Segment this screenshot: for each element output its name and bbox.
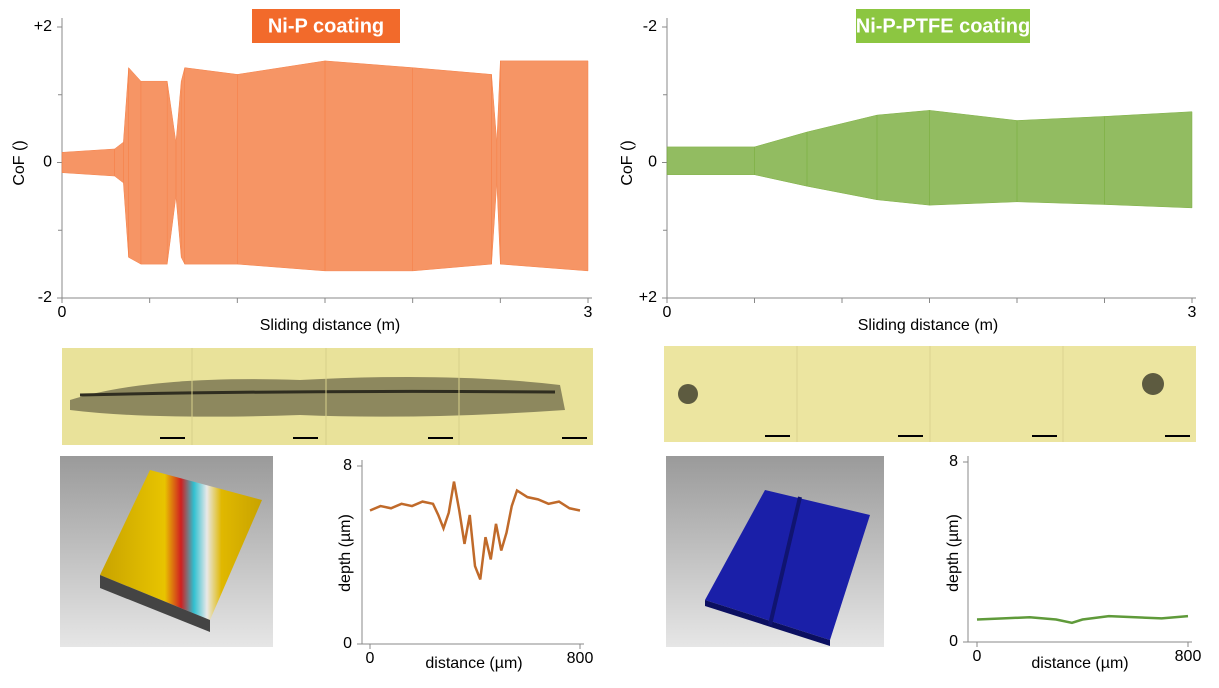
y-tick-label: 0 xyxy=(648,154,657,171)
cof-band xyxy=(929,110,1018,206)
cof-band xyxy=(666,146,755,175)
cof-band xyxy=(491,74,498,265)
cof-band xyxy=(128,67,142,265)
x-axis-label: Sliding distance (m) xyxy=(858,317,999,334)
y-tick-label: +2 xyxy=(639,289,657,306)
cof-band xyxy=(123,67,129,258)
y-tick-label: 0 xyxy=(343,635,352,652)
x-axis-label: distance (µm) xyxy=(1031,655,1128,672)
x-axis-label: Sliding distance (m) xyxy=(260,317,401,334)
cof-band xyxy=(1016,116,1105,205)
surface-3d-ni-p-ptfe xyxy=(666,456,884,647)
cof-band xyxy=(1104,111,1193,209)
y-tick-label: -2 xyxy=(38,289,52,306)
y-axis-label: depth (µm) xyxy=(945,514,962,592)
x-tick-label: 0 xyxy=(663,304,672,321)
depth-profile xyxy=(369,481,581,580)
y-tick-label: 8 xyxy=(949,453,958,470)
chart-title: Ni-P coating xyxy=(268,15,384,37)
y-tick-label: 0 xyxy=(43,154,52,171)
depth-profile xyxy=(976,614,1189,625)
cof-band xyxy=(61,148,115,177)
cof-band xyxy=(806,114,878,201)
micrograph-ni-p-ptfe xyxy=(664,346,1196,442)
cof-band xyxy=(237,60,326,272)
cof-band xyxy=(166,81,177,265)
x-tick-label: 800 xyxy=(1175,648,1202,665)
title-badge xyxy=(252,9,400,43)
y-axis-label: CoF () xyxy=(11,140,28,185)
chart-title: Ni-P-PTFE coating xyxy=(856,15,1030,37)
cof-band xyxy=(180,67,185,265)
cof-band xyxy=(324,60,413,272)
cof-band xyxy=(412,67,492,272)
x-tick-label: 3 xyxy=(584,304,593,321)
y-axis-label: CoF () xyxy=(619,140,636,185)
y-tick-label: 8 xyxy=(343,457,352,474)
x-tick-label: 0 xyxy=(58,304,67,321)
cof-band xyxy=(754,131,808,187)
cof-band xyxy=(140,80,168,265)
x-tick-label: 3 xyxy=(1188,304,1197,321)
cof-band xyxy=(876,110,930,206)
x-tick-label: 800 xyxy=(567,650,594,667)
cof-band xyxy=(500,60,589,272)
x-tick-label: 0 xyxy=(366,650,375,667)
title-badge xyxy=(856,9,1030,43)
x-tick-label: 0 xyxy=(973,648,982,665)
x-axis-label: distance (µm) xyxy=(425,655,522,672)
y-tick-label: -2 xyxy=(643,18,657,35)
cof-band xyxy=(184,67,238,265)
y-axis-label: depth (µm) xyxy=(337,514,354,592)
cof-band xyxy=(175,81,182,258)
y-tick-label: +2 xyxy=(34,18,52,35)
y-tick-label: 0 xyxy=(949,633,958,650)
surface-3d-ni-p xyxy=(60,456,273,647)
cof-band xyxy=(496,60,501,265)
micrograph-ni-p xyxy=(62,348,593,445)
cof-band xyxy=(114,141,124,184)
